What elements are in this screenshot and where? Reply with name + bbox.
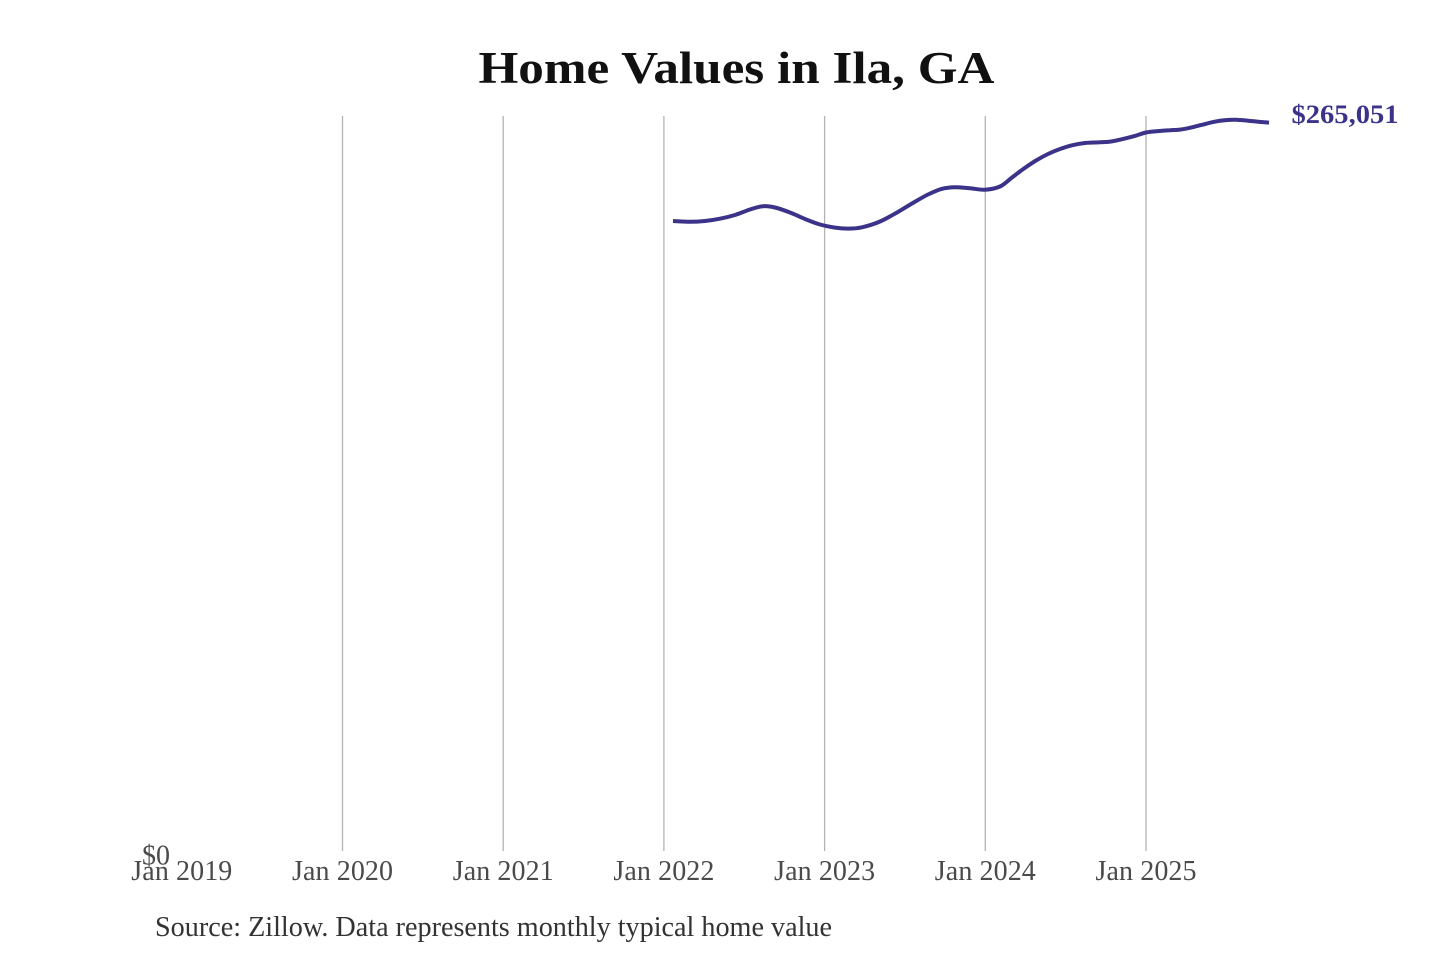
- svg-text:Jan 2020: Jan 2020: [292, 856, 393, 887]
- svg-text:Jan 2025: Jan 2025: [1096, 856, 1197, 887]
- svg-text:$0: $0: [142, 841, 170, 872]
- svg-text:Home Values in Ila, GA: Home Values in Ila, GA: [479, 43, 995, 93]
- svg-text:Jan 2022: Jan 2022: [613, 856, 714, 887]
- svg-text:$265,051: $265,051: [1292, 100, 1399, 129]
- svg-text:Source: Zillow. Data represent: Source: Zillow. Data represents monthly …: [155, 912, 832, 943]
- svg-text:Jan 2023: Jan 2023: [774, 856, 875, 887]
- svg-text:Jan 2024: Jan 2024: [935, 856, 1036, 887]
- svg-text:Jan 2019: Jan 2019: [131, 856, 232, 887]
- svg-text:Jan 2021: Jan 2021: [453, 856, 554, 887]
